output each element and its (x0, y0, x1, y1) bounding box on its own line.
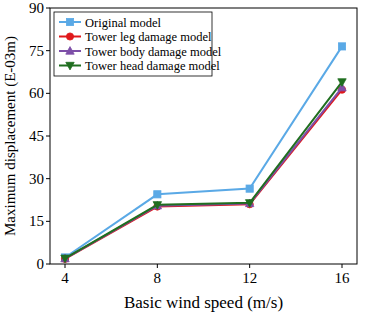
series-line (65, 82, 342, 258)
y-tick-label: 15 (29, 213, 44, 229)
marker (153, 202, 161, 210)
marker (338, 43, 345, 50)
marker (61, 254, 69, 262)
marker (338, 79, 346, 87)
legend-label: Tower leg damage model (85, 30, 212, 44)
y-axis-title: Maximum displacement (E-03m) (2, 36, 19, 236)
x-tick-label: 4 (61, 270, 69, 286)
y-tick-label: 0 (37, 256, 45, 272)
y-tick (46, 221, 50, 222)
marker (66, 33, 73, 40)
legend-label: Original model (85, 16, 162, 30)
marker (66, 18, 73, 25)
marker (61, 255, 69, 263)
series-line (65, 46, 342, 257)
legend: Original modelTower leg damage modelTowe… (54, 12, 222, 76)
x-tick (342, 264, 343, 268)
y-tick-label: 30 (29, 171, 44, 187)
y-tick-label: 90 (29, 0, 44, 16)
marker (245, 200, 253, 208)
series-line (65, 88, 342, 259)
y-tick (46, 50, 50, 51)
legend-label: Tower head damage model (85, 59, 220, 73)
x-tick-label: 12 (242, 270, 257, 286)
marker (66, 62, 74, 70)
y-tick (46, 136, 50, 137)
y-tick (46, 178, 50, 179)
plot-frame (50, 8, 357, 264)
x-tick-label: 8 (154, 270, 162, 286)
chart: 0 15 30 45 60 75 90 4 8 12 16 Basic wind speed (m/s… (0, 0, 373, 319)
y-tick (46, 8, 50, 9)
y-tick-label: 60 (29, 85, 44, 101)
legend-label: Tower body damage model (85, 45, 222, 59)
marker (154, 191, 161, 198)
y-tick (46, 264, 50, 265)
x-tick (249, 264, 250, 268)
x-axis-title: Basic wind speed (m/s) (124, 293, 283, 312)
y-tick (46, 93, 50, 94)
x-tick-label: 16 (335, 270, 351, 286)
series (61, 79, 346, 263)
x-tick (157, 264, 158, 268)
marker (66, 47, 74, 55)
y-tick-label: 45 (29, 128, 44, 144)
marker (246, 185, 253, 192)
x-tick (65, 264, 66, 268)
y-tick-label: 75 (29, 43, 44, 59)
